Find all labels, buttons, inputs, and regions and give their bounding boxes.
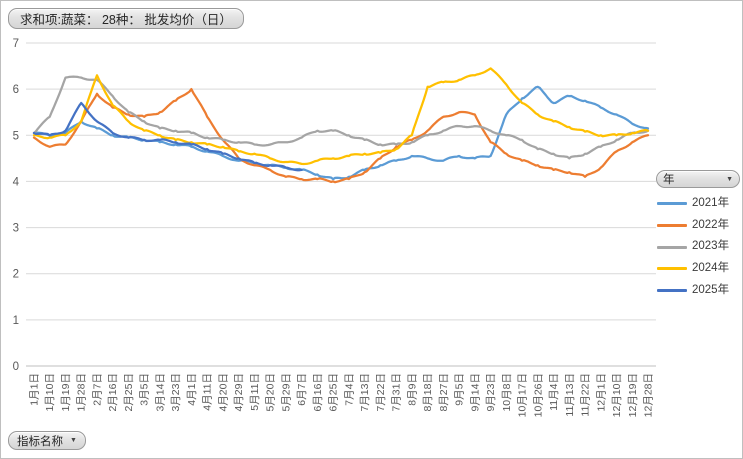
x-axis-tick-label: 1月1日 — [29, 373, 41, 406]
x-axis-tick-label: 12月28日 — [643, 373, 655, 417]
x-axis-tick-label: 9月5日 — [454, 373, 466, 406]
x-axis-tick-label: 2月16日 — [107, 373, 119, 412]
x-axis-tick-label: 10月17日 — [517, 373, 529, 417]
x-axis-tick-label: 1月19日 — [60, 373, 72, 412]
x-axis-tick-label: 4月11日 — [202, 373, 214, 411]
x-axis-tick-label: 6月16日 — [312, 373, 324, 412]
x-axis-tick-label: 4月1日 — [186, 373, 198, 406]
legend-line-swatch — [657, 224, 687, 228]
legend-field-label: 年 — [663, 174, 675, 186]
legend-line-swatch — [657, 267, 687, 271]
x-axis-tick-label: 6月25日 — [328, 373, 340, 412]
x-axis-tick-label: 2月7日 — [91, 373, 103, 406]
x-axis-tick-label: 11月4日 — [548, 373, 560, 411]
x-axis-tick-label: 12月1日 — [595, 373, 607, 412]
y-axis-tick-label: 5 — [13, 130, 19, 142]
legend-label: 2022年 — [692, 218, 730, 231]
series-line-2024年 — [32, 67, 650, 166]
x-axis-tick-label: 10月26日 — [532, 373, 544, 417]
x-axis-tick-label: 3月14日 — [154, 373, 166, 412]
x-axis-tick-label: 4月29日 — [233, 373, 245, 412]
x-axis-tick-label: 9月23日 — [485, 373, 497, 412]
y-axis-tick-label: 1 — [13, 315, 19, 327]
value-field-button[interactable]: 求和项:蔬菜： 28种： 批发均价（日） — [8, 8, 244, 29]
series-line-2025年 — [32, 101, 303, 172]
x-axis-tick-label: 9月14日 — [469, 373, 481, 412]
series-line-2023年 — [32, 75, 650, 160]
x-axis-tick-label: 11月13日 — [564, 373, 576, 417]
x-axis-tick-label: 7月22日 — [375, 373, 387, 412]
legend-field-button[interactable]: 年 ▼ — [656, 170, 740, 188]
x-axis-tick-label: 7月13日 — [359, 373, 371, 412]
x-axis-tick-label: 8月9日 — [406, 373, 418, 406]
legend: 2021年 2022年 2023年 2024年 2025年 — [657, 193, 742, 302]
x-axis-tick-label: 5月11日 — [249, 373, 261, 411]
axis-field-button[interactable]: 指标名称 ▼ — [8, 431, 86, 450]
y-axis-tick-label: 6 — [13, 84, 19, 96]
x-axis-tick-label: 8月18日 — [422, 373, 434, 412]
x-axis-tick-label: 12月10日 — [611, 373, 623, 417]
legend-item-2023年: 2023年 — [657, 236, 742, 258]
y-axis-tick-label: 4 — [13, 176, 20, 188]
chevron-down-icon: ▼ — [726, 175, 733, 183]
y-axis-tick-label: 7 — [13, 38, 19, 50]
x-axis-tick-label: 1月10日 — [44, 373, 56, 412]
x-axis-tick-label: 5月20日 — [265, 373, 277, 412]
x-axis-tick-label: 2月25日 — [123, 373, 135, 412]
x-axis-tick-label: 8月27日 — [438, 373, 450, 412]
legend-label: 2024年 — [692, 262, 730, 275]
x-axis-tick-label: 10月8日 — [501, 373, 513, 412]
legend-line-swatch — [657, 202, 687, 206]
x-axis-tick-label: 3月5日 — [139, 373, 151, 406]
x-axis-tick-label: 5月29日 — [280, 373, 292, 412]
legend-label: 2023年 — [692, 240, 730, 253]
x-axis-tick-label: 12月19日 — [627, 373, 639, 417]
x-axis-tick-label: 4月20日 — [217, 373, 229, 412]
x-axis-tick-label: 7月4日 — [343, 373, 355, 406]
x-axis-tick-label: 7月31日 — [391, 373, 403, 412]
x-axis-tick-label: 11月22日 — [580, 373, 592, 417]
legend-label: 2025年 — [692, 283, 730, 296]
y-axis-tick-label: 0 — [13, 361, 19, 373]
axis-field-label: 指标名称 — [17, 435, 63, 448]
x-axis-tick-label: 3月23日 — [170, 373, 182, 412]
legend-label: 2021年 — [692, 197, 730, 210]
chevron-down-icon: ▼ — [70, 437, 77, 444]
legend-item-2021年: 2021年 — [657, 193, 742, 215]
legend-item-2022年: 2022年 — [657, 215, 742, 237]
x-axis-tick-label: 6月7日 — [296, 373, 308, 406]
legend-item-2025年: 2025年 — [657, 280, 742, 302]
x-axis-tick-label: 1月28日 — [76, 373, 88, 412]
value-field-label: 求和项:蔬菜： 28种： 批发均价（日） — [20, 13, 232, 27]
legend-item-2024年: 2024年 — [657, 258, 742, 280]
legend-line-swatch — [657, 289, 687, 293]
y-axis-tick-label: 3 — [13, 223, 19, 235]
y-axis-tick-label: 2 — [13, 269, 19, 281]
legend-line-swatch — [657, 245, 687, 249]
